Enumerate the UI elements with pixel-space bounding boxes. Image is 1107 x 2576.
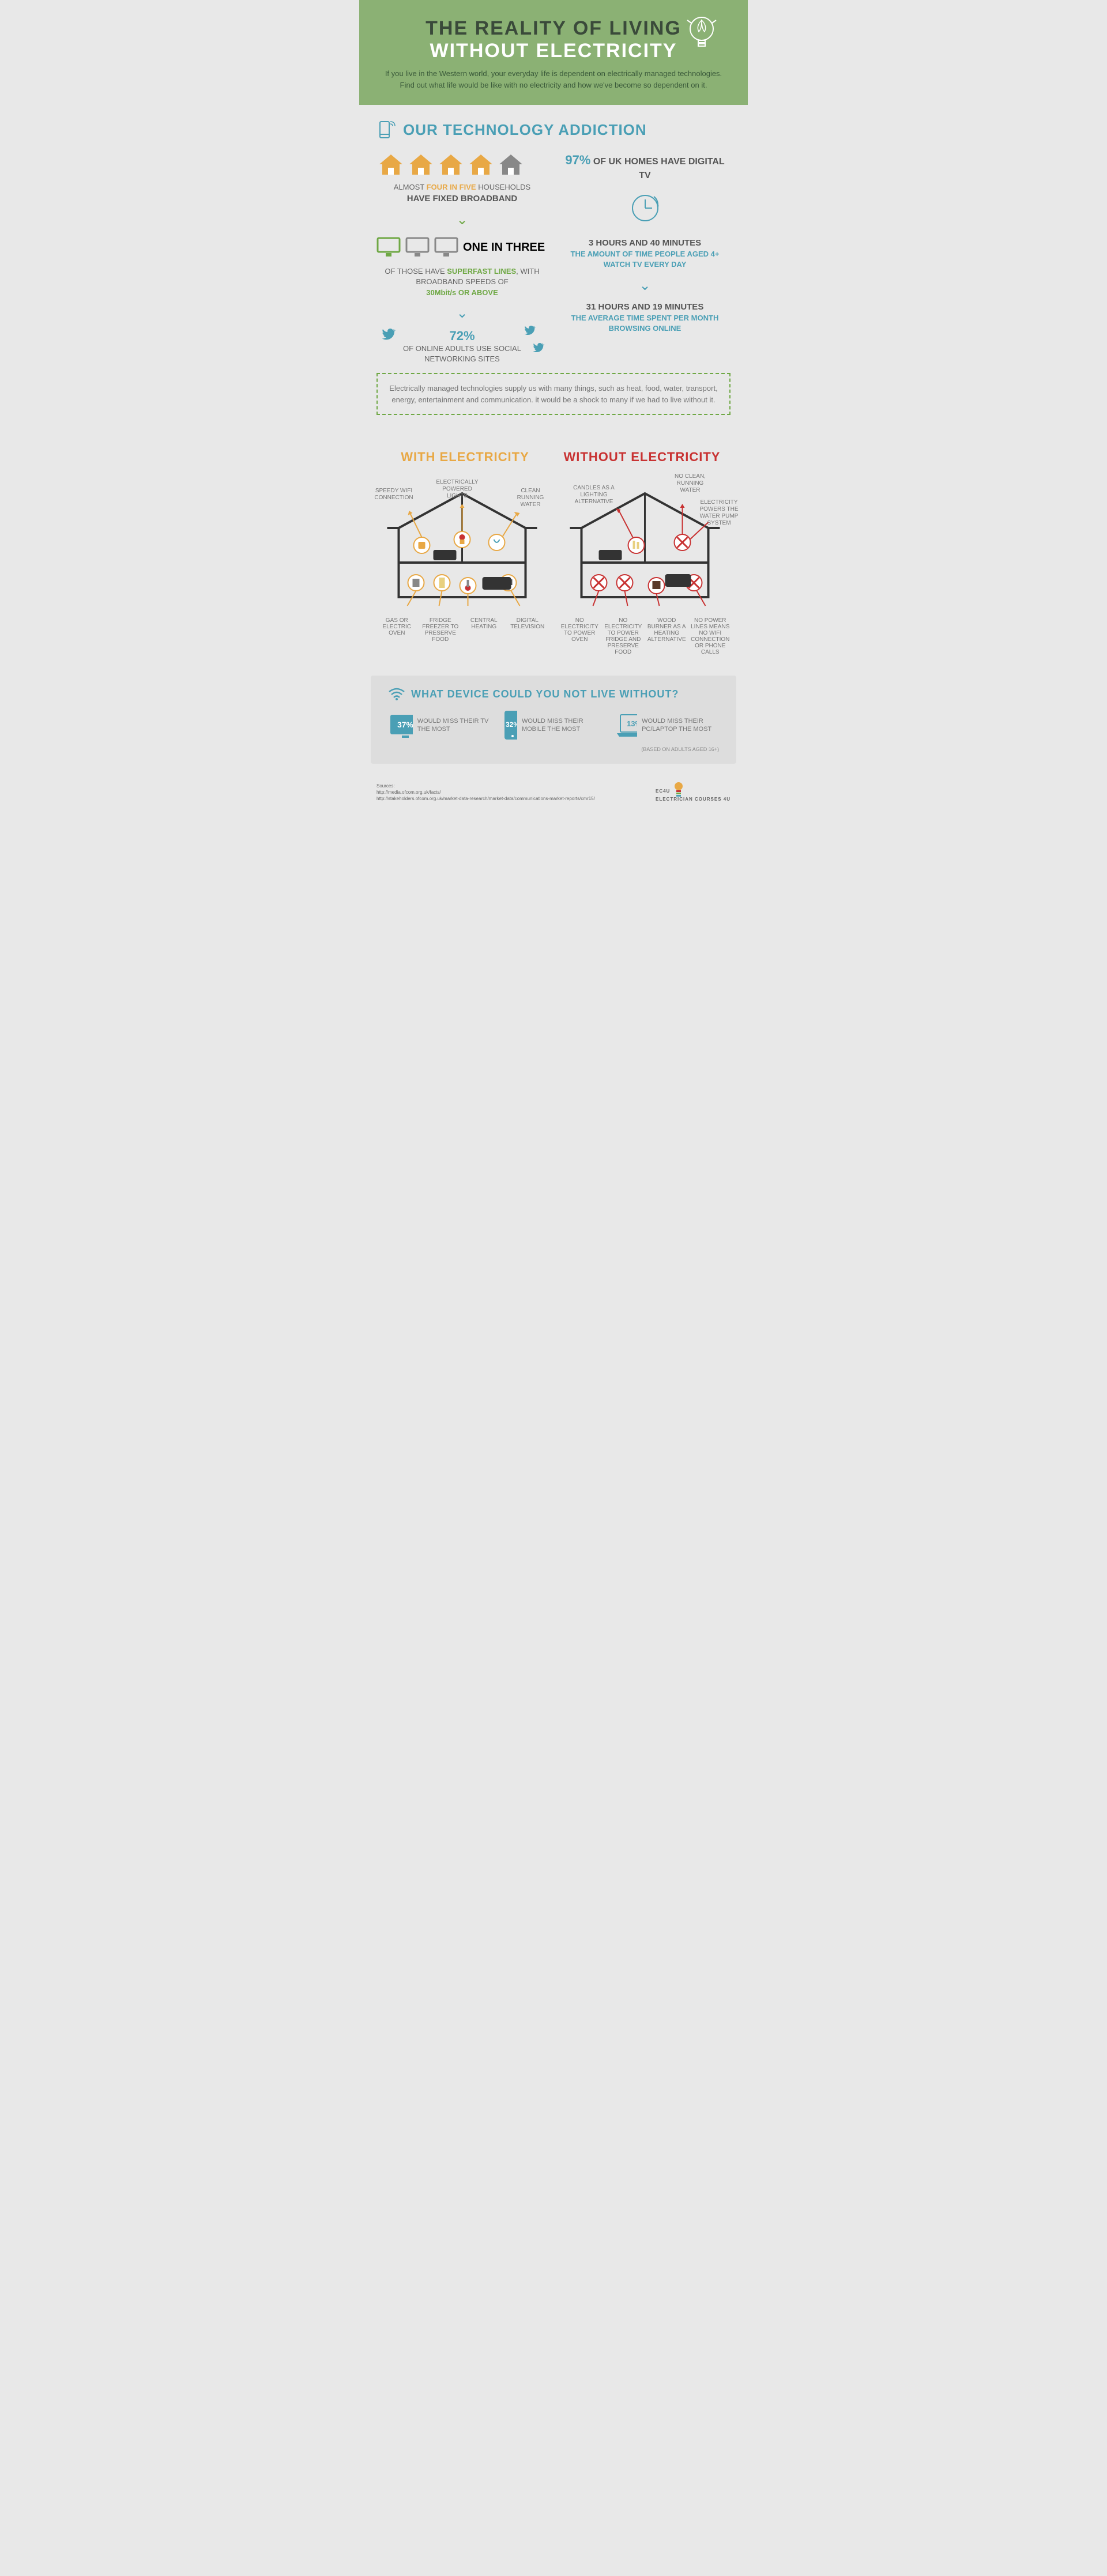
infographic-page: THE REALITY OF LIVING WITHOUT ELECTRICIT…: [359, 0, 748, 810]
lightbulb-icon: [684, 14, 719, 55]
devices-heading: WHAT DEVICE COULD YOU NOT LIVE WITHOUT?: [411, 688, 679, 700]
device-item-tv: 37% WOULD MISS THEIR TV THE MOST: [388, 710, 492, 741]
house-icon: [496, 152, 525, 178]
without-label: ELECTRICITY POWERS THE WATER PUMP SYSTEM: [696, 499, 742, 527]
with-label: FRIDGE FREEZER TO PRESERVE FOOD: [420, 617, 461, 643]
house-icon: [436, 152, 465, 178]
with-label: CLEAN RUNNING WATER: [507, 488, 554, 508]
social-stat: 72% OF ONLINE ADULTS USE SOCIAL NETWORKI…: [376, 329, 548, 364]
without-label: NO ELECTRICITY TO POWER OVEN: [559, 617, 600, 655]
houses-row: [376, 152, 548, 178]
logo-bulb-icon: [673, 782, 684, 797]
with-electricity-title: WITH ELECTRICITY: [376, 450, 554, 465]
one-in-three: ONE IN THREE: [463, 242, 545, 253]
tech-addiction-section: OUR TECHNOLOGY ADDICTION ALMOST FOUR IN …: [359, 105, 748, 438]
chevron-down-icon: ⌄: [376, 305, 548, 322]
tv-icon: 37%: [388, 711, 413, 739]
without-label: NO POWER LINES MEANS NO WIFI CONNECTION …: [690, 617, 731, 655]
tvtime-stat: 3 HOURS AND 40 MINUTES THE AMOUNT OF TIM…: [559, 237, 731, 270]
without-house: CANDLES AS A LIGHTING ALTERNATIVE NO CLE…: [559, 473, 731, 655]
with-label: SPEEDY WIFI CONNECTION: [371, 488, 417, 501]
hero-title-line2: WITHOUT ELECTRICITY: [382, 40, 725, 62]
with-label: ELECTRICALLY POWERED LIGHTS: [434, 479, 480, 500]
digitaltv-stat: 97% OF UK HOMES HAVE DIGITAL TV: [559, 152, 731, 182]
comparison-section: WITH ELECTRICITY WITHOUT ELECTRICITY: [359, 438, 748, 667]
monitor-icon: [434, 237, 458, 258]
house-icon: [376, 152, 405, 178]
chevron-down-icon: ⌄: [376, 212, 548, 228]
twitter-icon: [525, 326, 536, 335]
clock-icon: [559, 191, 731, 228]
hero-title-line1: THE REALITY OF LIVING: [426, 17, 681, 39]
with-label: DIGITAL TELEVISION: [507, 617, 548, 643]
without-label: CANDLES AS A LIGHTING ALTERNATIVE: [571, 485, 617, 506]
without-label: NO CLEAN, RUNNING WATER: [667, 473, 713, 494]
hero-title: THE REALITY OF LIVING WITHOUT ELECTRICIT…: [382, 17, 725, 62]
section1-heading: OUR TECHNOLOGY ADDICTION: [403, 121, 647, 139]
without-label: NO ELECTRICITY TO POWER FRIDGE AND PRESE…: [603, 617, 644, 655]
footer: Sources: http://media.ofcom.org.uk/facts…: [359, 772, 748, 810]
wifi-icon: [388, 687, 405, 701]
broadband-stat: ALMOST FOUR IN FIVE HOUSEHOLDS HAVE FIXE…: [376, 182, 548, 205]
monitors-row: ONE IN THREE: [376, 237, 548, 258]
info-box: Electrically managed technologies supply…: [376, 373, 731, 415]
browsing-stat: 31 HOURS AND 19 MINUTES THE AVERAGE TIME…: [559, 301, 731, 334]
right-column: 97% OF UK HOMES HAVE DIGITAL TV 3 HOURS …: [559, 152, 731, 364]
without-label: WOOD BURNER AS A HEATING ALTERNATIVE: [646, 617, 687, 655]
monitor-icon: [376, 237, 401, 258]
twitter-icon: [382, 329, 396, 340]
with-house: SPEEDY WIFI CONNECTION ELECTRICALLY POWE…: [376, 473, 548, 655]
house-icon: [406, 152, 435, 178]
chevron-down-icon: ⌄: [559, 277, 731, 294]
twitter-icon: [533, 343, 545, 352]
hero-section: THE REALITY OF LIVING WITHOUT ELECTRICIT…: [359, 0, 748, 105]
house-icon: [466, 152, 495, 178]
with-label: GAS OR ELECTRIC OVEN: [376, 617, 417, 643]
device-item-mobile: 32% WOULD MISS THEIR MOBILE THE MOST: [501, 710, 605, 741]
without-electricity-title: WITHOUT ELECTRICITY: [554, 450, 731, 465]
monitor-icon: [405, 237, 430, 258]
sources: Sources: http://media.ofcom.org.uk/facts…: [376, 783, 595, 802]
svg-text:13%: 13%: [627, 719, 637, 728]
phone-icon: [376, 119, 397, 140]
device-item-laptop: 13% WOULD MISS THEIR PC/LAPTOP THE MOST: [615, 710, 719, 741]
left-column: ALMOST FOUR IN FIVE HOUSEHOLDS HAVE FIXE…: [376, 152, 548, 364]
hero-subtitle: If you live in the Western world, your e…: [382, 68, 725, 90]
svg-text:37%: 37%: [397, 720, 413, 729]
mobile-icon: 32%: [501, 710, 517, 741]
superfast-stat: OF THOSE HAVE SUPERFAST LINES, WITH BROA…: [376, 266, 548, 298]
svg-text:32%: 32%: [506, 721, 517, 729]
laptop-icon: 13%: [615, 712, 637, 738]
devices-note: (BASED ON ADULTS AGED 16+): [388, 746, 719, 752]
with-label: CENTRAL HEATING: [464, 617, 504, 643]
logo: EC4U ELECTRICIAN COURSES 4U: [656, 781, 731, 802]
devices-section: WHAT DEVICE COULD YOU NOT LIVE WITHOUT? …: [371, 676, 736, 764]
